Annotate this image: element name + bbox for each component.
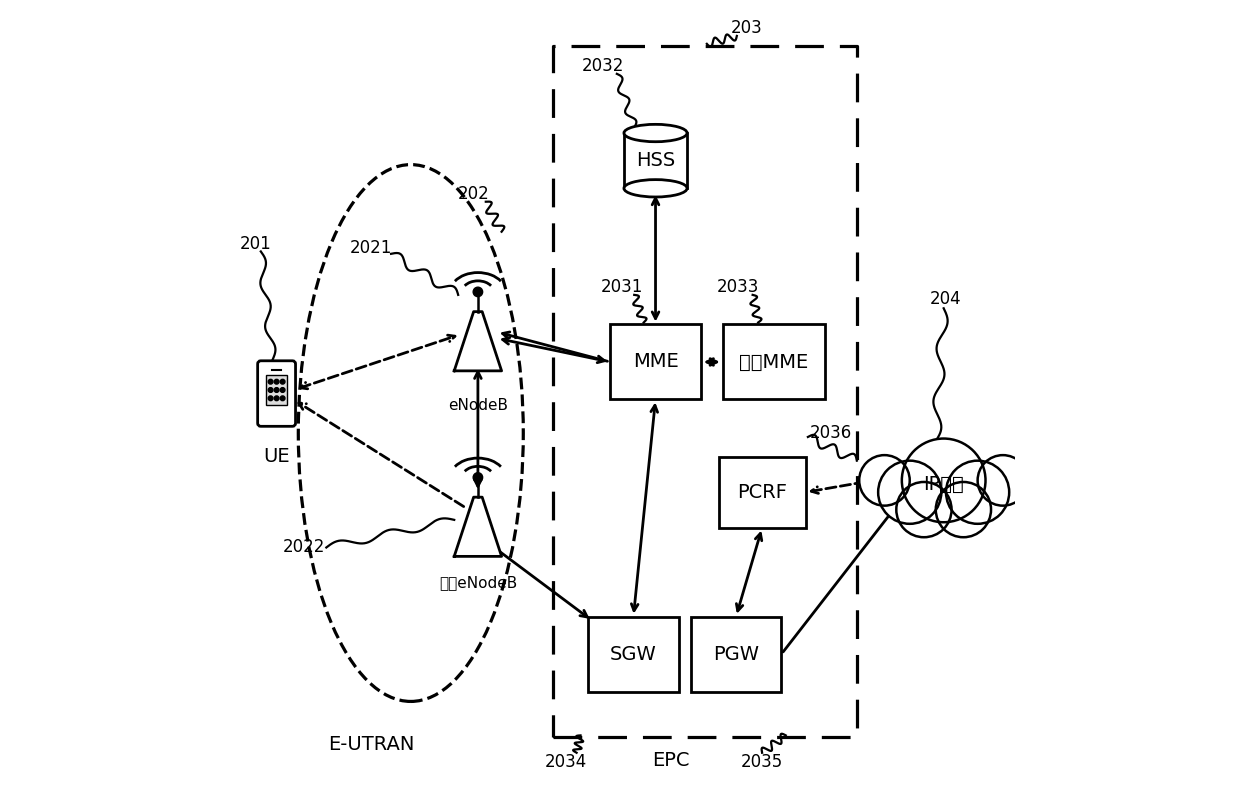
Text: 2021: 2021 (350, 238, 393, 257)
FancyBboxPatch shape (610, 324, 701, 399)
Circle shape (901, 439, 986, 522)
Text: 2031: 2031 (600, 278, 642, 296)
Text: PGW: PGW (713, 645, 759, 664)
Text: E-UTRAN: E-UTRAN (329, 735, 414, 754)
FancyBboxPatch shape (265, 375, 288, 405)
Circle shape (268, 379, 273, 384)
Text: SGW: SGW (610, 645, 657, 664)
Text: 2035: 2035 (742, 753, 784, 771)
FancyBboxPatch shape (258, 361, 295, 426)
Circle shape (474, 473, 482, 483)
Text: 2032: 2032 (582, 57, 624, 75)
Text: 202: 202 (458, 184, 490, 203)
Circle shape (936, 482, 991, 537)
Circle shape (268, 396, 273, 401)
Circle shape (268, 388, 273, 393)
Circle shape (878, 460, 941, 524)
Circle shape (977, 455, 1028, 506)
Text: 2034: 2034 (546, 753, 588, 771)
Circle shape (280, 379, 285, 384)
Text: 2036: 2036 (810, 424, 852, 442)
Circle shape (280, 396, 285, 401)
Circle shape (274, 379, 279, 384)
Circle shape (897, 482, 951, 537)
Circle shape (474, 287, 482, 297)
Text: 2022: 2022 (283, 538, 325, 556)
Circle shape (946, 460, 1009, 524)
Text: HSS: HSS (636, 151, 675, 170)
Polygon shape (454, 312, 502, 370)
Circle shape (274, 396, 279, 401)
Text: EPC: EPC (652, 751, 691, 770)
Text: UE: UE (263, 448, 290, 466)
Text: IP业务: IP业务 (924, 475, 963, 494)
Text: eNodeB: eNodeB (448, 398, 508, 413)
Circle shape (280, 388, 285, 393)
Text: 2033: 2033 (717, 278, 760, 296)
Polygon shape (454, 497, 502, 556)
Circle shape (859, 455, 910, 506)
Text: 其它eNodeB: 其它eNodeB (439, 576, 517, 591)
Text: 201: 201 (239, 235, 272, 253)
Text: PCRF: PCRF (737, 483, 787, 502)
FancyBboxPatch shape (719, 456, 806, 528)
Ellipse shape (624, 180, 687, 197)
FancyBboxPatch shape (588, 617, 678, 692)
FancyBboxPatch shape (723, 324, 826, 399)
FancyBboxPatch shape (691, 617, 781, 692)
Text: 203: 203 (730, 19, 763, 37)
Circle shape (274, 388, 279, 393)
Text: MME: MME (632, 352, 678, 371)
Text: 其它MME: 其它MME (739, 352, 808, 371)
Ellipse shape (624, 124, 687, 142)
Text: 204: 204 (930, 290, 962, 308)
Polygon shape (624, 133, 687, 188)
